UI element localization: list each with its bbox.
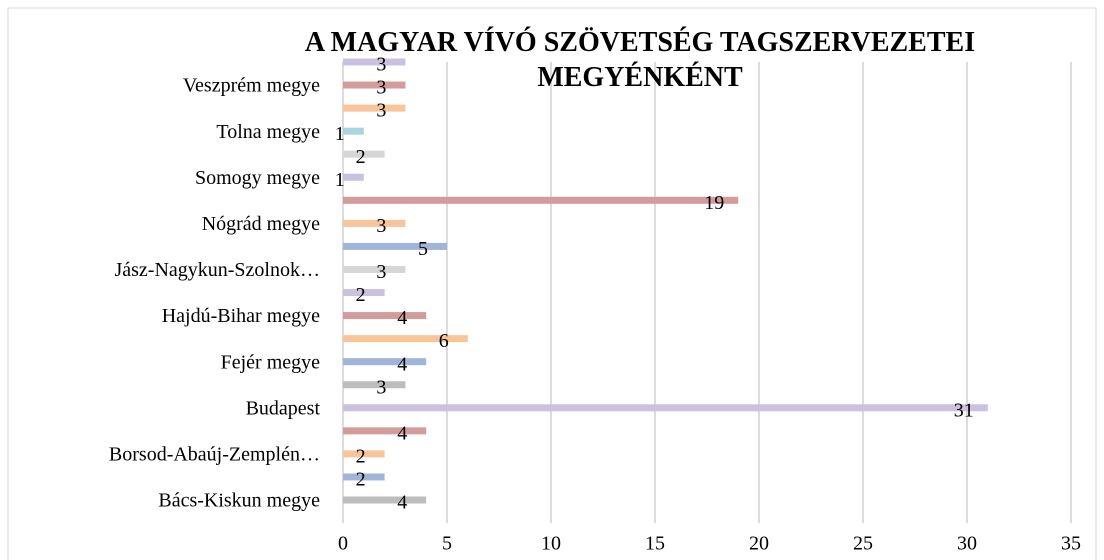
chart-title: A MAGYAR VÍVÓ SZÖVETSÉG TAGSZERVEZETEI ME…	[305, 27, 975, 93]
bar	[343, 427, 427, 435]
y-tick-label: Budapest	[246, 397, 321, 419]
y-tick-label: Bács-Kiskun megye	[158, 490, 320, 512]
x-tick-label: 25	[853, 533, 873, 555]
bar	[343, 58, 406, 66]
value-label: 2	[356, 445, 366, 467]
bar	[343, 104, 406, 112]
x-tick-label: 10	[541, 533, 561, 555]
y-tick-label: Nógrád megye	[202, 213, 320, 235]
value-label: 3	[376, 261, 386, 283]
bar	[343, 473, 385, 481]
bar	[343, 312, 427, 320]
value-label: 6	[439, 330, 449, 352]
bar	[343, 81, 406, 89]
y-tick-label: Jász-Nagykun-Szolnok…	[114, 259, 320, 281]
x-tick-label: 30	[957, 533, 977, 555]
x-tick-label: 35	[1061, 533, 1081, 555]
bar	[343, 358, 427, 366]
value-label: 3	[376, 376, 386, 398]
bar	[343, 496, 427, 504]
value-label: 5	[418, 238, 428, 260]
value-label: 2	[356, 469, 366, 491]
chart-border	[7, 7, 1097, 560]
value-label: 2	[356, 146, 366, 168]
value-label: 1	[335, 123, 345, 145]
bar	[343, 127, 364, 135]
bar	[343, 381, 406, 389]
value-label: 4	[397, 307, 407, 329]
value-label: 3	[376, 215, 386, 237]
value-label: 4	[397, 492, 407, 514]
bar	[343, 404, 988, 412]
y-tick-label: Borsod-Abaúj-Zemplén…	[109, 443, 320, 465]
bar	[343, 289, 385, 297]
bar	[343, 265, 406, 273]
bar	[343, 242, 447, 250]
y-tick-label: Somogy megye	[195, 167, 320, 189]
bar	[343, 196, 739, 204]
y-tick-label: Tolna megye	[216, 121, 320, 143]
bar	[343, 335, 468, 343]
value-label: 4	[397, 353, 407, 375]
bar	[343, 150, 385, 158]
value-label: 1	[335, 169, 345, 191]
bar	[343, 173, 364, 181]
y-tick-label: Hajdú-Bihar megye	[162, 305, 320, 327]
x-tick-label: 5	[442, 533, 452, 555]
x-tick-label: 0	[338, 533, 348, 555]
value-label: 3	[376, 54, 386, 76]
value-label: 2	[356, 284, 366, 306]
value-label: 4	[397, 422, 407, 444]
value-label: 31	[954, 399, 974, 421]
bar	[343, 219, 406, 227]
value-label: 19	[704, 192, 724, 214]
x-tick-label: 20	[749, 533, 769, 555]
x-tick-label: 15	[645, 533, 665, 555]
value-label: 3	[376, 100, 386, 122]
value-label: 3	[376, 77, 386, 99]
y-tick-label: Fejér megye	[221, 351, 321, 373]
y-tick-label: Veszprém megye	[183, 75, 320, 97]
bar	[343, 450, 385, 458]
